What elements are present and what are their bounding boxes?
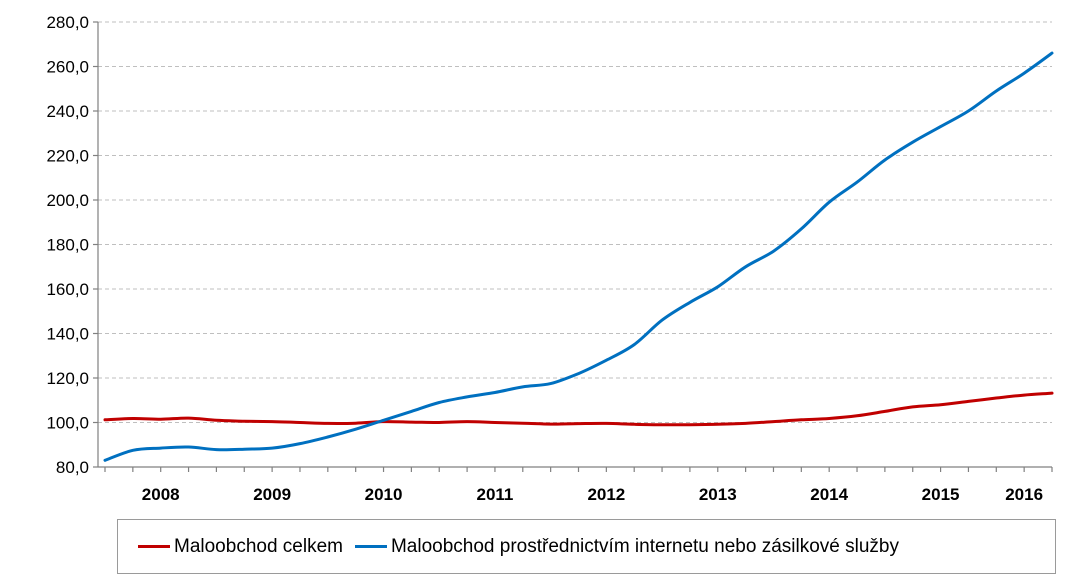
line-chart: 80,0 100,0 120,0 140,0 160,0 180,0 200,0 220,0 2… xyxy=(46,13,1054,504)
x-tick-label: 2014 xyxy=(810,485,848,504)
y-tick-label: 100,0 xyxy=(46,414,89,433)
y-tick-label: 160,0 xyxy=(46,280,89,299)
legend-label-total: Maloobchod celkem xyxy=(174,535,343,557)
x-tick-label: 2016 xyxy=(1005,485,1043,504)
y-tick-labels: 80,0 100,0 120,0 140,0 160,0 180,0 200,0 220,0 2… xyxy=(46,13,89,477)
y-tick-label: 280,0 xyxy=(46,13,89,32)
x-tick-label: 2013 xyxy=(699,485,737,504)
x-tick-label: 2008 xyxy=(142,485,180,504)
y-tick-label: 240,0 xyxy=(46,102,89,121)
y-tick-label: 140,0 xyxy=(46,325,89,344)
series-line-total xyxy=(103,391,1054,427)
legend-swatch-internet xyxy=(354,545,387,548)
y-tick-label: 120,0 xyxy=(46,369,89,388)
x-tick-label: 2011 xyxy=(476,485,513,504)
x-tick-label: 2012 xyxy=(587,485,625,504)
x-tick-label: 2015 xyxy=(922,485,960,504)
series-line-internet xyxy=(103,51,1054,462)
series-lines xyxy=(103,51,1054,462)
legend: Maloobchod celkem Maloobchod prostřednic… xyxy=(117,519,1056,574)
y-tick-label: 180,0 xyxy=(46,236,89,255)
y-tick-label: 260,0 xyxy=(46,58,89,77)
y-tick-label: 200,0 xyxy=(46,191,89,210)
x-tick-label: 2009 xyxy=(253,485,291,504)
gridlines xyxy=(98,21,1052,423)
axes xyxy=(93,21,1053,472)
legend-swatch-total xyxy=(138,545,170,548)
legend-item-internet: Maloobchod prostřednictvím internetu neb… xyxy=(354,535,899,558)
y-tick-label: 80,0 xyxy=(56,458,89,477)
y-tick-label: 220,0 xyxy=(46,147,89,166)
legend-item-total: Maloobchod celkem xyxy=(138,536,343,558)
legend-label-internet: Maloobchod prostřednictvím internetu neb… xyxy=(390,535,899,557)
x-tick-labels: 2008 2009 2010 2011 2012 2013 2014 2015 2016 xyxy=(142,485,1043,504)
x-tick-label: 2010 xyxy=(365,485,403,504)
